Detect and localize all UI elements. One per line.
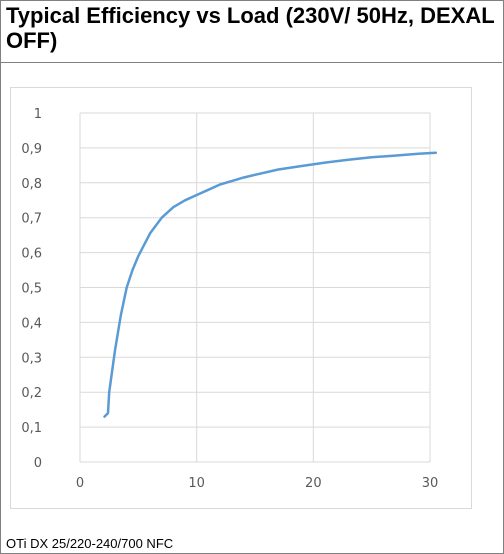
y-tick-labels: 0 0,1 0,2 0,3 0,4 0,5 0,6 0,7 0,8 0,9 1 (21, 107, 42, 471)
x-tick-label: 30 (422, 476, 439, 491)
chart-title: Typical Efficiency vs Load (230V/ 50Hz, … (6, 3, 495, 53)
title-box: Typical Efficiency vs Load (230V/ 50Hz, … (0, 0, 502, 63)
x-tick-label: 0 (76, 476, 84, 491)
y-tick-label: 0,2 (21, 386, 42, 401)
y-tick-label: 0,9 (21, 142, 42, 157)
y-tick-label: 1 (34, 107, 42, 122)
x-tick-label: 20 (305, 476, 322, 491)
y-tick-label: 0,3 (21, 351, 42, 366)
y-tick-label: 0,5 (21, 282, 42, 297)
footer-model-label: OTi DX 25/220-240/700 NFC (6, 536, 174, 551)
y-tick-label: 0 (34, 456, 42, 471)
x-tick-labels: 0 10 20 30 (76, 476, 438, 491)
efficiency-series-line (103, 151, 438, 418)
y-tick-label: 0,6 (21, 247, 42, 262)
y-tick-label: 0,8 (21, 177, 42, 192)
grid-layer (79, 112, 431, 463)
x-tick-label: 10 (188, 476, 205, 491)
plot-area-border (10, 87, 472, 509)
y-tick-label: 0,1 (21, 421, 42, 436)
series-layer (103, 151, 438, 418)
y-tick-label: 0,7 (21, 212, 42, 227)
y-tick-label: 0,4 (21, 316, 42, 331)
